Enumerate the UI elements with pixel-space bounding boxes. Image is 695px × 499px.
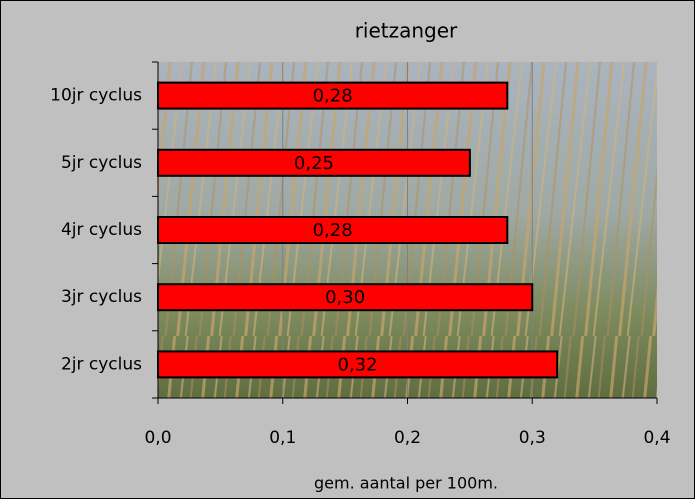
- value-label: 0,32: [338, 354, 378, 375]
- value-label: 0,28: [313, 220, 353, 241]
- chart-title: rietzanger: [355, 19, 458, 43]
- bar: [157, 81, 509, 110]
- x-tick-label: 0,1: [269, 428, 296, 448]
- y-tick-label: 5jr cyclus: [61, 153, 142, 173]
- y-tick-label: 4jr cyclus: [61, 220, 142, 240]
- x-tick-label: 0,4: [643, 428, 670, 448]
- value-label: 0,25: [294, 153, 334, 174]
- x-tick-label: 0,2: [394, 428, 421, 448]
- value-label: 0,30: [325, 287, 365, 308]
- bar: [157, 283, 534, 312]
- x-tick-label: 0,3: [519, 428, 546, 448]
- y-tick-label: 3jr cyclus: [61, 287, 142, 307]
- y-tick-label: 10jr cyclus: [50, 86, 142, 106]
- plot: 0,0 0,1 0,2 0,3 0,4 10jr cyclus 0,28 5jr cyclus…: [50, 61, 671, 448]
- x-tick-label: 0,0: [144, 428, 171, 448]
- y-tick-label: 2jr cyclus: [61, 354, 142, 374]
- value-label: 0,28: [313, 86, 353, 107]
- bar: [157, 216, 509, 244]
- x-axis-title: gem. aantal per 100m.: [314, 474, 498, 493]
